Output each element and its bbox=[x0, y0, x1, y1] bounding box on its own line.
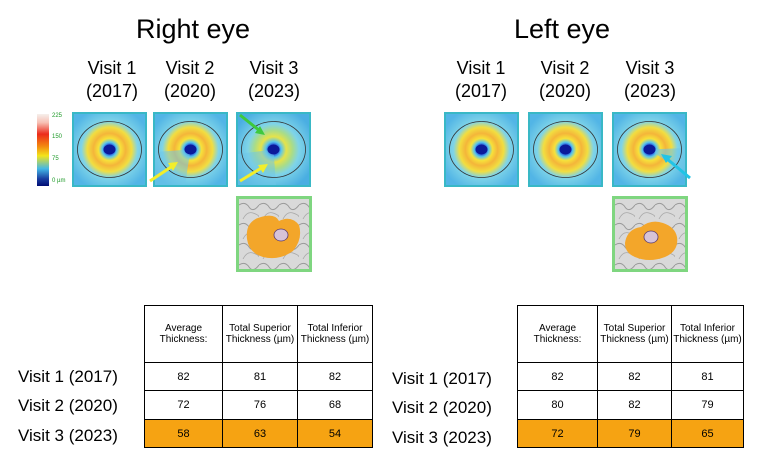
table-cell: 82 bbox=[517, 362, 598, 391]
yellow-arrow-icon bbox=[239, 164, 268, 183]
left-visit3-thickness-map bbox=[612, 112, 687, 187]
right-row-label-visit1: Visit 1 (2017) bbox=[18, 367, 118, 386]
right-row-label-visit2: Visit 2 (2020) bbox=[18, 396, 118, 415]
table-cell: 81 bbox=[671, 362, 744, 391]
header-average-thickness: Average Thickness: bbox=[517, 305, 598, 363]
left-eye-arrows bbox=[661, 154, 691, 180]
right-visit2-header: Visit 2 (2020) bbox=[163, 58, 217, 101]
left-visit1-thickness-map bbox=[444, 112, 519, 187]
thickness-scale-bar: 225 150 75 0 µm bbox=[37, 113, 77, 194]
table-cell: 76 bbox=[222, 390, 298, 420]
color-scale-gradient bbox=[37, 114, 49, 186]
right-eye-arrows bbox=[149, 113, 268, 183]
header-total-inferior-thickness: Total Inferior Thickness (µm) bbox=[297, 305, 373, 363]
table-cell: 82 bbox=[597, 362, 672, 391]
right-eye-thickness-table: Average Thickness: Total Superior Thickn… bbox=[144, 305, 373, 448]
right-visit3-deviation-map bbox=[236, 196, 312, 272]
left-eye-thickness-table: Average Thickness: Total Superior Thickn… bbox=[517, 305, 744, 448]
table-cell: 82 bbox=[144, 362, 223, 391]
table-cell: 58 bbox=[144, 419, 223, 448]
header-total-superior-thickness: Total Superior Thickness (µm) bbox=[222, 305, 298, 363]
table-cell: 72 bbox=[517, 419, 598, 448]
cyan-arrow-icon bbox=[661, 154, 691, 180]
scale-label-75: 75 bbox=[52, 156, 59, 162]
left-visit2-thickness-map bbox=[528, 112, 603, 187]
left-visit1-header: Visit 1 (2017) bbox=[454, 58, 508, 101]
header-average-thickness: Average Thickness: bbox=[144, 305, 223, 363]
left-visit3-header: Visit 3 (2023) bbox=[623, 58, 677, 101]
table-cell: 82 bbox=[597, 390, 672, 420]
table-row: 58 63 54 bbox=[144, 419, 373, 448]
yellow-arrow-icon bbox=[149, 162, 178, 183]
right-visit1-thickness-map bbox=[72, 112, 147, 187]
table-cell: 79 bbox=[597, 419, 672, 448]
table-row: 82 82 81 bbox=[517, 362, 744, 391]
header-total-superior-thickness: Total Superior Thickness (µm) bbox=[597, 305, 672, 363]
table-cell: 82 bbox=[297, 362, 373, 391]
right-visit2-thickness-map bbox=[153, 112, 228, 187]
left-visit2-header: Visit 2 (2020) bbox=[538, 58, 592, 101]
scale-label-225: 225 bbox=[52, 113, 63, 119]
right-visit1-header: Visit 1 (2017) bbox=[85, 58, 139, 101]
right-eye-title: Right eye bbox=[136, 14, 251, 44]
left-row-label-visit1: Visit 1 (2017) bbox=[392, 369, 492, 388]
right-visit3-header: Visit 3 (2023) bbox=[247, 58, 301, 101]
table-cell: 68 bbox=[297, 390, 373, 420]
left-row-label-visit3: Visit 3 (2023) bbox=[392, 428, 492, 447]
table-row: 80 82 79 bbox=[517, 390, 744, 420]
scale-label-0: 0 µm bbox=[52, 178, 66, 184]
header-total-inferior-thickness: Total Inferior Thickness (µm) bbox=[671, 305, 744, 363]
scale-label-150: 150 bbox=[52, 134, 63, 140]
table-cell: 79 bbox=[671, 390, 744, 420]
table-cell: 65 bbox=[671, 419, 744, 448]
table-cell: 54 bbox=[297, 419, 373, 448]
table-cell: 81 bbox=[222, 362, 298, 391]
table-row: 82 81 82 bbox=[144, 362, 373, 391]
table-row: 72 76 68 bbox=[144, 390, 373, 420]
right-visit3-thickness-map bbox=[236, 112, 311, 187]
table-cell: 63 bbox=[222, 419, 298, 448]
table-row: 72 79 65 bbox=[517, 419, 744, 448]
table-cell: 80 bbox=[517, 390, 598, 420]
left-row-label-visit2: Visit 2 (2020) bbox=[392, 398, 492, 417]
right-row-label-visit3: Visit 3 (2023) bbox=[18, 426, 118, 445]
green-arrow-icon bbox=[239, 113, 265, 135]
table-cell: 72 bbox=[144, 390, 223, 420]
left-visit3-deviation-map bbox=[612, 196, 688, 272]
left-eye-title: Left eye bbox=[514, 14, 611, 44]
